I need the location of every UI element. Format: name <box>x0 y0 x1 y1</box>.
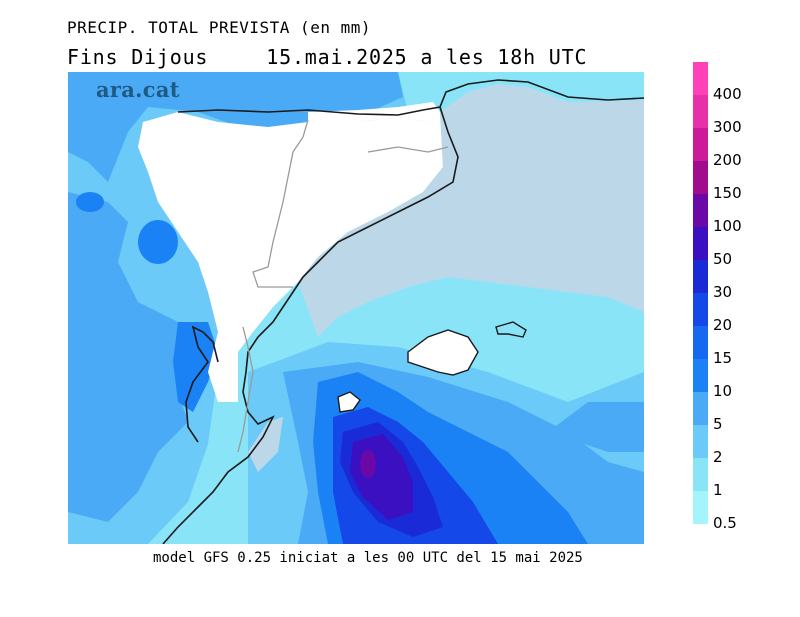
precipitation-legend: 400 300 200 150 100 50 30 20 15 10 5 2 1 0.5 <box>693 62 742 532</box>
legend-label: 20 <box>713 316 733 334</box>
dry-land-mainland <box>138 112 443 402</box>
legend-label: 100 <box>713 217 742 235</box>
map-title: PRECIP. TOTAL PREVISTA (en mm) <box>67 18 371 37</box>
border-lines <box>237 119 449 453</box>
forecast-day: Fins Dijous <box>67 45 209 69</box>
island-mallorca <box>407 329 479 376</box>
precipitation-map <box>68 72 644 544</box>
legend-label: 2 <box>713 448 723 466</box>
legend-swatch <box>693 392 708 425</box>
legend-swatch <box>693 458 708 491</box>
legend-swatch <box>693 194 708 227</box>
dry-sea-valencia <box>248 417 283 472</box>
legend-label: 400 <box>713 85 742 103</box>
legend-label: 0.5 <box>713 514 737 532</box>
coastline-east <box>162 106 459 544</box>
legend-label: 1 <box>713 481 723 499</box>
legend-label: 200 <box>713 151 742 169</box>
island-menorca <box>495 321 527 338</box>
legend-label: 50 <box>713 250 733 268</box>
legend-swatch <box>693 491 708 524</box>
ara-cat-logo: ara.cat <box>96 77 180 102</box>
island-ibiza <box>337 391 361 413</box>
map-subtitle: Fins Dijous 15.mai.2025 a les 18h UTC <box>67 45 587 69</box>
precipitation-map-svg <box>68 72 644 544</box>
legend-swatch <box>693 128 708 161</box>
model-run-caption: model GFS 0.25 iniciat a les 00 UTC del … <box>153 550 583 566</box>
legend-swatch <box>693 326 708 359</box>
legend-label: 300 <box>713 118 742 136</box>
legend-swatch <box>693 62 708 95</box>
legend-swatch <box>693 95 708 128</box>
legend-label: 10 <box>713 382 733 400</box>
legend-swatch <box>693 227 708 260</box>
dry-land-north <box>308 102 440 122</box>
legend-label: 15 <box>713 349 733 367</box>
legend-label: 150 <box>713 184 742 202</box>
legend-swatch <box>693 359 708 392</box>
legend-swatch <box>693 260 708 293</box>
forecast-valid-time: 15.mai.2025 a les 18h UTC <box>266 45 588 69</box>
coastline-inlet <box>185 325 219 443</box>
legend-label: 30 <box>713 283 733 301</box>
legend-swatch <box>693 161 708 194</box>
dry-sea-northeast <box>298 84 644 337</box>
precip-field-100mm <box>360 450 376 478</box>
legend-swatch <box>693 293 708 326</box>
legend-label: 5 <box>713 415 723 433</box>
legend-swatch <box>693 425 708 458</box>
